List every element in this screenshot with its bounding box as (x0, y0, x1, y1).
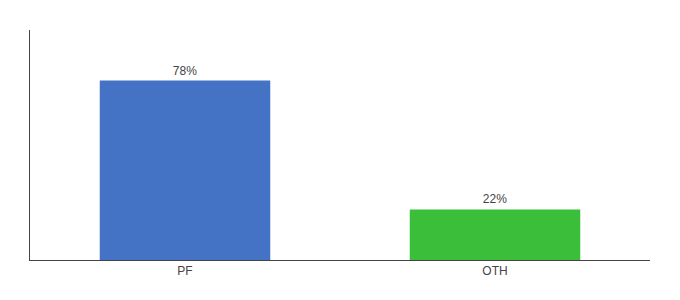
svg-text:78%: 78% (173, 64, 197, 78)
svg-text:PF: PF (177, 264, 192, 278)
svg-text:OTH: OTH (482, 264, 507, 278)
svg-text:22%: 22% (483, 192, 507, 206)
